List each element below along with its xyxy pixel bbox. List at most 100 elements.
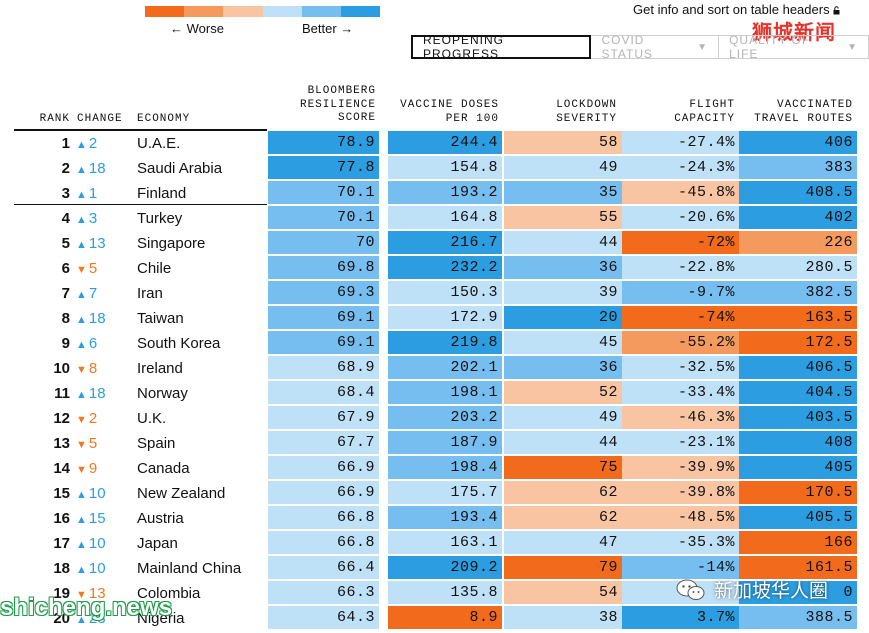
rank-value: 5 <box>61 235 70 252</box>
economy-name: New Zealand <box>137 485 226 502</box>
rank-change-value: 9 <box>88 460 98 477</box>
rank-change-value: 3 <box>88 210 98 227</box>
wechat-icon <box>676 579 705 600</box>
flight-cell: -23.1% <box>622 431 739 455</box>
rank-value: 11 <box>54 385 70 402</box>
flight-cell: -72% <box>622 231 739 255</box>
header-routes[interactable]: VACCINATED TRAVEL ROUTES <box>742 99 853 126</box>
score-cell: 69.8 <box>268 256 379 280</box>
vaccine-cell: 209.2 <box>388 556 502 580</box>
header-line: RESILIENCE <box>299 98 376 111</box>
routes-cell: 408.5 <box>739 181 857 205</box>
tab-quality-of-life[interactable]: QUALITY OF LIFE ▼ <box>718 33 869 61</box>
routes-cell: 163.5 <box>739 306 857 330</box>
triangle-up-icon: ▲ <box>76 314 87 326</box>
economy-name: U.A.E. <box>137 135 181 152</box>
flight-cell: -9.7% <box>622 281 739 305</box>
score-cell: 64.3 <box>268 606 379 630</box>
header-line: VACCINE DOSES <box>400 99 499 111</box>
rank-change: ▼ 5 <box>76 256 136 283</box>
header-line: TRAVEL ROUTES <box>754 112 853 125</box>
lockdown-cell: 36 <box>504 356 622 380</box>
score-cell: 70.1 <box>268 206 379 230</box>
vaccine-cell: 216.7 <box>388 231 502 255</box>
triangle-down-icon: ▼ <box>76 464 87 476</box>
rank-change-value: 8 <box>88 360 98 377</box>
score-cell: 66.4 <box>268 556 379 580</box>
table-row: 17 ▲ 10 Japan 66.8 163.1 47 -35.3% 166 <box>0 531 869 556</box>
header-score[interactable]: BLOOMBERG RESILIENCE SCORE <box>270 85 376 126</box>
tab-covid-status[interactable]: COVID STATUS ▼ <box>590 33 720 61</box>
score-cell: 66.3 <box>268 581 379 605</box>
info-hint-text: Get info and sort on table headers <box>633 2 830 17</box>
economy-name: Nigeria <box>137 610 185 627</box>
table-row: 16 ▲ 15 Austria 66.8 193.4 62 -48.5% 405.5 <box>0 506 869 531</box>
rank-change: ▲ 13 <box>76 231 136 258</box>
lock-icon <box>833 6 840 15</box>
rank-value: 19 <box>53 585 70 602</box>
rank-change: ▲ 10 <box>76 531 136 558</box>
economy-name: U.K. <box>137 410 167 427</box>
tab-label: QUALITY OF LIFE <box>729 33 811 61</box>
routes-cell: 404.5 <box>739 381 857 405</box>
triangle-up-icon: ▲ <box>76 139 87 151</box>
header-rank[interactable]: RANK <box>39 113 70 125</box>
score-cell: 68.4 <box>268 381 379 405</box>
lockdown-cell: 52 <box>504 381 622 405</box>
rank-change-value: 10 <box>88 560 106 577</box>
rank-change-value: 10 <box>88 485 106 502</box>
triangle-up-icon: ▲ <box>76 539 87 551</box>
rank-change: ▲ 18 <box>76 381 136 408</box>
triangle-down-icon: ▼ <box>76 264 87 276</box>
triangle-up-icon: ▲ <box>76 489 87 501</box>
routes-cell: 0 <box>739 581 857 605</box>
table-row: 7 ▲ 7 Iran 69.3 150.3 39 -9.7% 382.5 <box>0 281 869 306</box>
header-change[interactable]: CHANGE <box>77 113 123 125</box>
flight-cell: -48.5% <box>622 506 739 530</box>
lockdown-cell: 49 <box>504 406 622 430</box>
vaccine-cell: 164.8 <box>388 206 502 230</box>
economy-name: Spain <box>137 435 176 452</box>
score-cell: 67.9 <box>268 406 379 430</box>
triangle-down-icon: ▼ <box>76 589 87 601</box>
table-row: 6 ▼ 5 Chile 69.8 232.2 36 -22.8% 280.5 <box>0 256 869 281</box>
header-flight[interactable]: FLIGHT CAPACITY <box>625 99 735 126</box>
economy-name: Chile <box>137 260 172 277</box>
vaccine-cell: 203.2 <box>388 406 502 430</box>
economy-name: Mainland China <box>137 560 242 577</box>
vaccine-cell: 154.8 <box>388 156 502 180</box>
score-cell: 66.8 <box>268 531 379 555</box>
rank-change: ▲ 1 <box>76 181 136 208</box>
vaccine-cell: 202.1 <box>388 356 502 380</box>
flight-cell: -39.9% <box>622 456 739 480</box>
top-three-divider <box>14 204 267 205</box>
flight-cell: -39.8% <box>622 481 739 505</box>
flight-cell: -35.3% <box>622 531 739 555</box>
routes-cell: 406 <box>739 131 857 155</box>
legend-swatch-3 <box>223 6 263 17</box>
rank-change: ▼ 8 <box>76 356 136 383</box>
vaccine-cell: 135.8 <box>388 581 502 605</box>
flight-cell: -22.8% <box>622 256 739 280</box>
economy-name: Canada <box>137 460 190 477</box>
routes-cell: 402 <box>739 206 857 230</box>
header-rule <box>14 129 267 131</box>
rank-value: 1 <box>61 135 70 152</box>
rank-value: 8 <box>61 310 70 327</box>
table-row: 2 ▲ 18 Saudi Arabia 77.8 154.8 49 -24.3% 383 <box>0 156 869 181</box>
vaccine-cell: 163.1 <box>388 531 502 555</box>
routes-cell: 166 <box>739 531 857 555</box>
header-vaccine[interactable]: VACCINE DOSES PER 100 <box>388 99 499 126</box>
rank-value: 4 <box>61 210 70 227</box>
economy-name: Colombia <box>137 585 201 602</box>
header-economy[interactable]: ECONOMY <box>137 113 191 125</box>
triangle-up-icon: ▲ <box>76 514 87 526</box>
routes-cell: 172.5 <box>739 331 857 355</box>
header-line: FLIGHT <box>689 99 735 111</box>
wechat-watermark: 新加坡华人圈 <box>676 576 828 603</box>
routes-cell: 388.5 <box>739 606 857 630</box>
info-hint[interactable]: Get info and sort on table headers <box>633 2 840 17</box>
rank-value: 16 <box>53 510 70 527</box>
tab-reopening-progress[interactable]: REOPENING PROGRESS <box>411 33 592 61</box>
header-lockdown[interactable]: LOCKDOWN SEVERITY <box>507 99 617 126</box>
